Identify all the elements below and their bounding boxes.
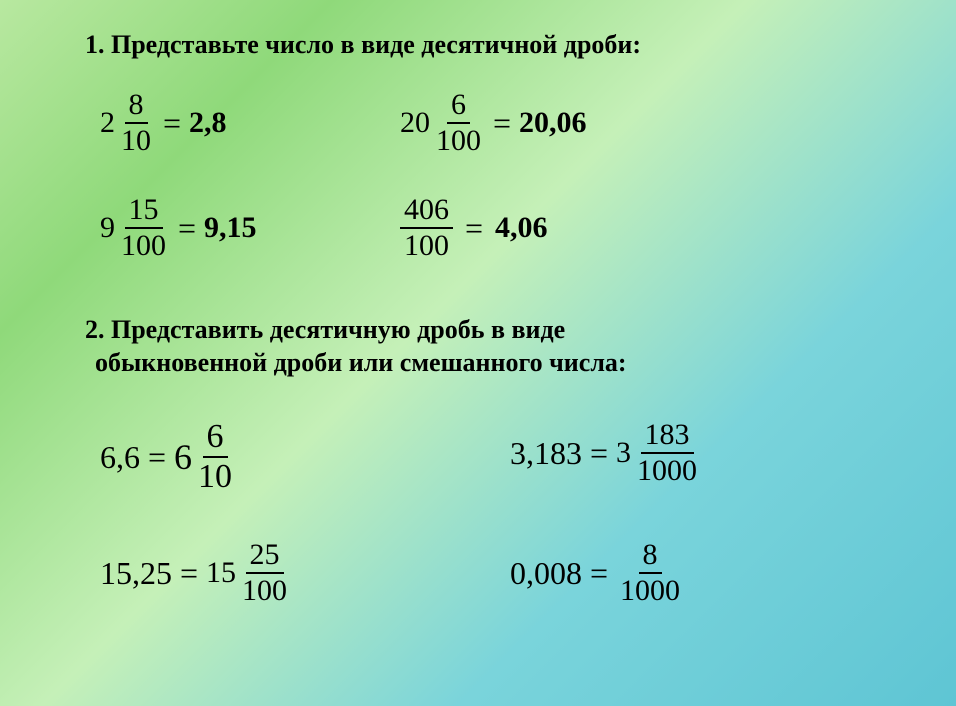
whole-part: 6 [174,436,192,478]
fraction: 6 10 [194,420,236,494]
denominator: 100 [400,229,453,261]
p1-r2c2: 406 100 = 4,06 [400,195,548,261]
answer: 2,8 [189,106,227,140]
denominator: 1000 [616,574,684,606]
equals: = [590,555,608,592]
fraction: 183 1000 [633,420,701,486]
numerator: 15 [125,195,163,229]
fraction: 25 100 [238,540,291,606]
denominator: 10 [117,124,155,156]
p1-r1c1: 2 8 10 = 2,8 [100,90,227,156]
heading-2-line1: 2. Представить десятичную дробь в виде [85,315,565,345]
heading-1: 1. Представьте число в виде десятичной д… [85,30,641,60]
fraction: 8 1000 [616,540,684,606]
whole-part: 20 [400,106,430,140]
fraction: 8 10 [117,90,155,156]
decimal: 3,183 [510,435,582,472]
answer: 20,06 [519,106,587,140]
p2-r2c1: 15,25 = 15 25 100 [100,540,291,606]
decimal: 0,008 [510,555,582,592]
whole-part: 9 [100,211,115,245]
equals: = [180,555,198,592]
numerator: 8 [125,90,148,124]
equals: = [465,210,483,247]
equals: = [493,105,511,142]
fraction: 6 100 [432,90,485,156]
denominator: 100 [117,229,170,261]
mixed-fraction: 6 6 10 [174,420,236,494]
answer: 9,15 [204,211,257,245]
denominator: 1000 [633,454,701,486]
mixed-fraction: 2 8 10 [100,90,155,156]
denominator: 100 [238,574,291,606]
equals: = [590,435,608,472]
numerator: 25 [246,540,284,574]
fraction: 15 100 [117,195,170,261]
heading-2-line2: обыкновенной дроби или смешанного числа: [95,348,627,378]
whole-part: 15 [206,556,236,590]
fraction: 406 100 [400,195,453,261]
numerator: 406 [400,195,453,229]
denominator: 10 [194,458,236,494]
decimal: 15,25 [100,555,172,592]
equals: = [148,439,166,476]
p1-r2c1: 9 15 100 = 9,15 [100,195,257,261]
mixed-fraction: 8 1000 [616,540,684,606]
mixed-fraction: 3 183 1000 [616,420,701,486]
mixed-fraction: 15 25 100 [206,540,291,606]
numerator: 6 [203,420,228,458]
answer: 4,06 [495,211,548,245]
p1-r1c2: 20 6 100 = 20,06 [400,90,587,156]
equals: = [178,210,196,247]
whole-part: 3 [616,436,631,470]
p2-r1c2: 3,183 = 3 183 1000 [510,420,701,486]
numerator: 8 [639,540,662,574]
denominator: 100 [432,124,485,156]
mixed-fraction: 406 100 [400,195,453,261]
equals: = [163,105,181,142]
decimal: 6,6 [100,439,140,476]
p2-r2c2: 0,008 = 8 1000 [510,540,684,606]
mixed-fraction: 20 6 100 [400,90,485,156]
p2-r1c1: 6,6 = 6 6 10 [100,420,236,494]
numerator: 183 [641,420,694,454]
numerator: 6 [447,90,470,124]
whole-part: 2 [100,106,115,140]
mixed-fraction: 9 15 100 [100,195,170,261]
